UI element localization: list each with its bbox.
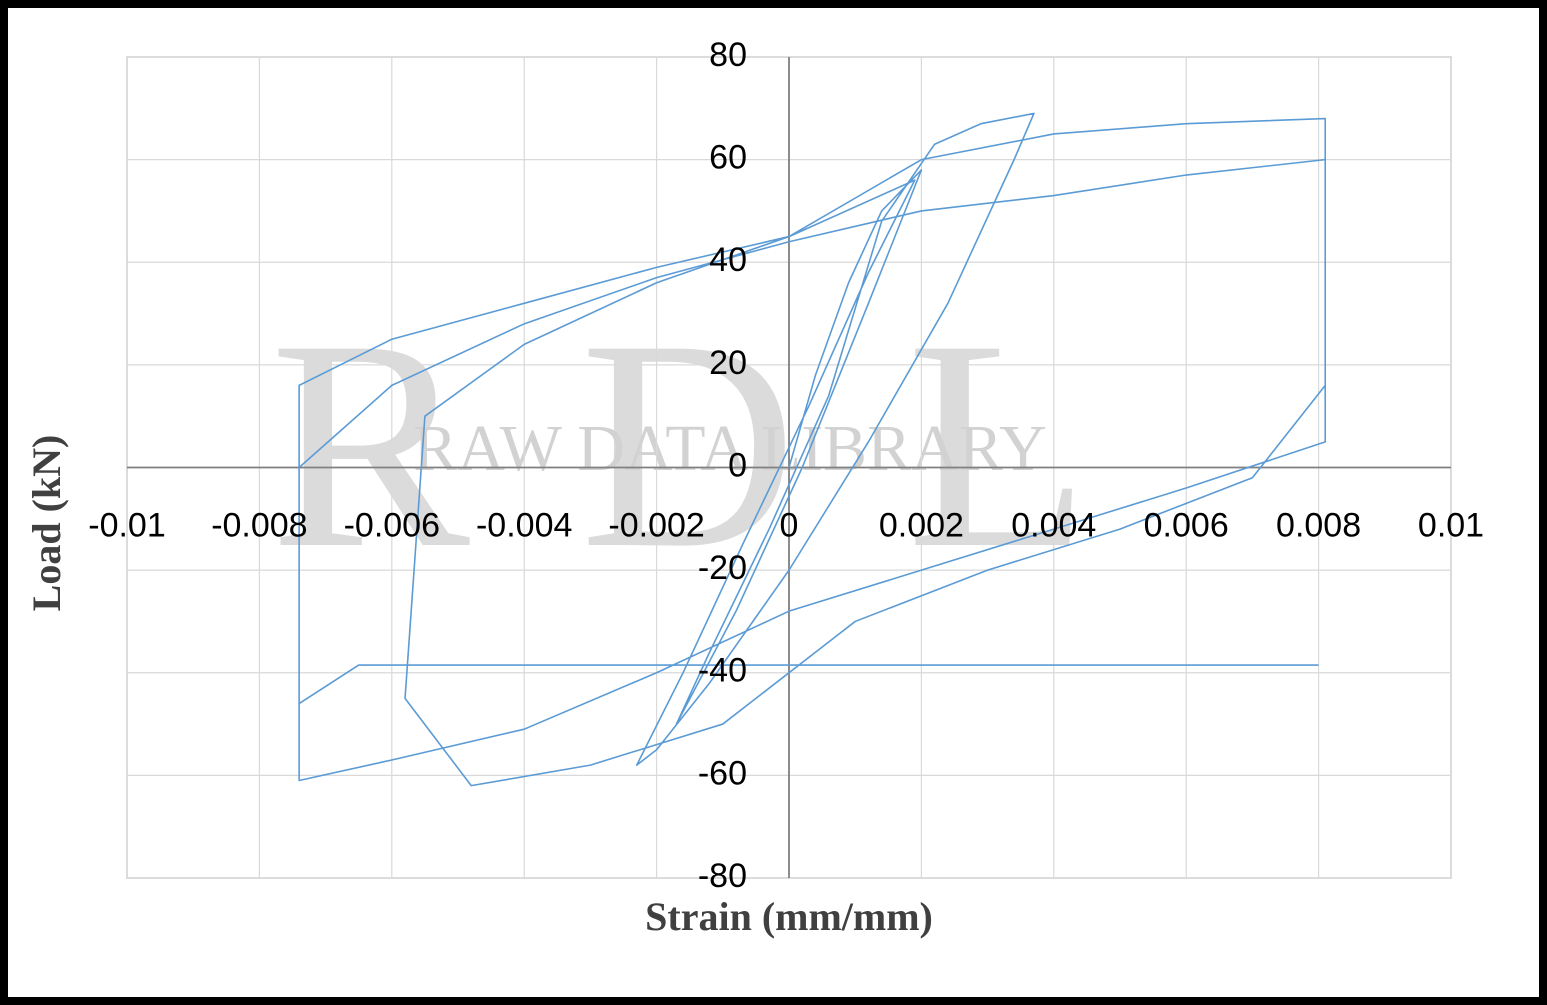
data-line bbox=[298, 112, 1327, 787]
x-axis-title: Strain (mm/mm) bbox=[645, 894, 933, 939]
x-tick-label: 0.004 bbox=[1011, 506, 1096, 544]
x-tick-label: -0.004 bbox=[476, 506, 572, 544]
y-tick-label: -60 bbox=[698, 754, 747, 792]
y-axis-title: Load (kN) bbox=[24, 435, 69, 612]
x-tick-label: -0.006 bbox=[344, 506, 440, 544]
x-tick-label: 0.008 bbox=[1276, 506, 1361, 544]
x-tick-label: 0.002 bbox=[879, 506, 964, 544]
x-tick-label: -0.008 bbox=[211, 506, 307, 544]
x-tick-label: -0.002 bbox=[608, 506, 704, 544]
y-tick-label: 60 bbox=[709, 139, 747, 177]
watermark-logo: RDL bbox=[270, 278, 1200, 610]
y-tick-label: -20 bbox=[698, 549, 747, 587]
y-tick-label: 20 bbox=[709, 344, 747, 382]
grid bbox=[126, 56, 1452, 879]
y-tick-label: 80 bbox=[709, 36, 747, 74]
marks bbox=[298, 112, 1327, 787]
y-tick-label: -40 bbox=[698, 652, 747, 690]
watermark: RDL RAW DATA LIBRARY bbox=[270, 278, 1200, 610]
x-tick-label: -0.01 bbox=[88, 506, 166, 544]
y-tick-label: 0 bbox=[728, 446, 747, 484]
y-tick-label: -80 bbox=[698, 857, 747, 895]
x-tick-label: 0.006 bbox=[1144, 506, 1229, 544]
watermark-text: RAW DATA LIBRARY bbox=[413, 412, 1047, 485]
y-tick-label: 40 bbox=[709, 241, 747, 279]
x-tick-label: 0 bbox=[780, 506, 799, 544]
labels: -0.01 -0.008 -0.006 -0.004 -0.002 0 0.002 0.004… bbox=[88, 36, 1484, 895]
x-tick-label: 0.01 bbox=[1418, 506, 1484, 544]
